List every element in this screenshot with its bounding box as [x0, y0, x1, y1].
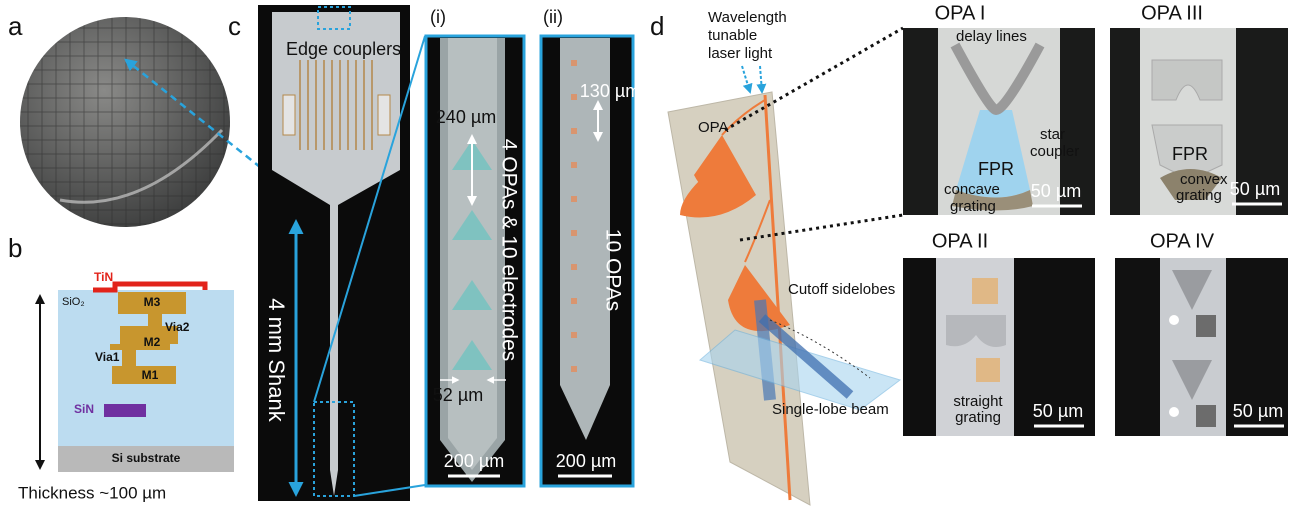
laser-arrow	[742, 66, 750, 92]
label: SiO₂	[62, 296, 85, 308]
star-coupler	[1169, 315, 1179, 325]
label: SiN	[74, 402, 94, 416]
panel-label: (ii)	[543, 7, 563, 27]
label: M1	[142, 368, 159, 382]
scale-label: 200 µm	[444, 451, 504, 471]
label: M3	[144, 295, 161, 309]
sin-waveguide	[104, 404, 146, 417]
label: concave	[944, 181, 1000, 198]
panel-title: OPA II	[932, 230, 988, 252]
star-coupler	[1169, 407, 1179, 417]
label: star	[1040, 126, 1065, 143]
label: Via2	[165, 320, 190, 334]
via	[122, 336, 136, 366]
label: grating	[955, 409, 1001, 426]
label: Cutoff sidelobes	[788, 281, 895, 298]
label: tunable	[708, 27, 757, 44]
label: 4 OPAs & 10 electrodes	[497, 139, 520, 362]
label: FPR	[978, 159, 1014, 179]
label: Via1	[95, 350, 120, 364]
scale-label: 50 µm	[1233, 401, 1283, 421]
metal	[110, 344, 170, 350]
pads	[378, 95, 390, 135]
label: 4 mm Shank	[264, 298, 289, 422]
label: grating	[950, 198, 996, 215]
label: Thickness ~100 µm	[18, 483, 166, 502]
panel-label: c	[228, 11, 241, 41]
label: grating	[1176, 187, 1222, 204]
label: delay lines	[956, 28, 1027, 45]
grating	[976, 358, 1000, 382]
label: convex	[1180, 171, 1228, 188]
label: 10 OPAs	[601, 229, 624, 311]
pads	[283, 95, 295, 135]
label: Edge couplers	[286, 39, 401, 59]
shank-inner	[448, 38, 497, 470]
label: 52 µm	[433, 385, 483, 405]
label: OPA	[698, 119, 729, 136]
label: FPR	[1172, 144, 1208, 164]
panel-label: a	[8, 11, 23, 41]
label: M2	[144, 335, 161, 349]
laser-arrow	[760, 66, 762, 92]
panel-title: OPA I	[935, 2, 986, 24]
grating	[972, 278, 998, 304]
scale-label: 200 µm	[556, 451, 616, 471]
label: coupler	[1030, 143, 1079, 160]
panel-title: OPA IV	[1150, 230, 1215, 252]
figure: a b TiN SiO₂ M3 Via2 M2 Via1 M1 SiN Si s…	[0, 0, 1290, 509]
label: straight	[953, 393, 1003, 410]
via	[148, 314, 162, 326]
tin-layer	[93, 284, 205, 290]
scale-label: 50 µm	[1230, 179, 1280, 199]
grating	[1196, 315, 1216, 337]
label: Wavelength	[708, 9, 787, 26]
label: laser light	[708, 45, 773, 62]
panel-label: d	[650, 11, 664, 41]
panel-label: b	[8, 233, 22, 263]
label: Single-lobe beam	[772, 401, 889, 418]
scale-label: 50 µm	[1031, 181, 1081, 201]
panel-title: OPA III	[1141, 2, 1203, 24]
panel-label: (i)	[430, 7, 446, 27]
label: Si substrate	[112, 451, 181, 465]
label: TiN	[94, 270, 113, 284]
grating	[1196, 405, 1216, 427]
label: 130 µm	[580, 81, 640, 101]
label: 240 µm	[436, 107, 496, 127]
scale-label: 50 µm	[1033, 401, 1083, 421]
